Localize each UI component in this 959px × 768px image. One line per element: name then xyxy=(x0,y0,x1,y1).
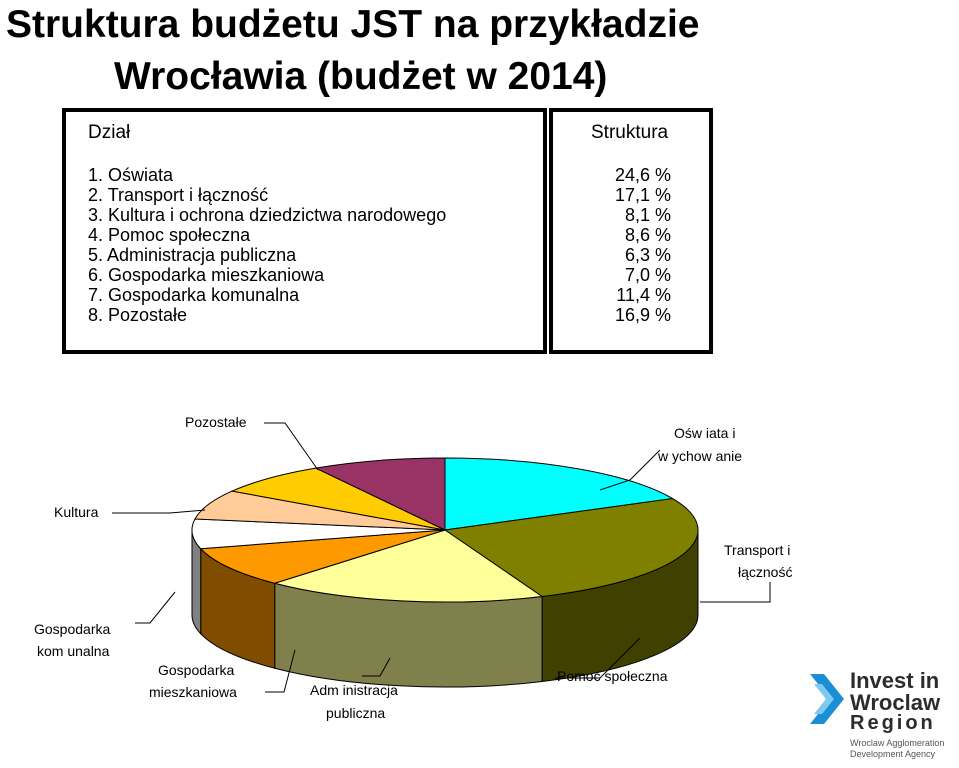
title-line-1: Struktura budżetu JST na przykładzie xyxy=(6,3,700,46)
table-row-value: 8,1 % xyxy=(624,205,671,225)
label-gosp-kom-2: kom unalna xyxy=(37,643,110,659)
pie-top xyxy=(191,457,699,603)
label-admin-2: publiczna xyxy=(326,705,385,721)
logo-sub-1: Wroclaw Agglomeration xyxy=(850,738,945,748)
logo-arrow-icon xyxy=(810,674,844,724)
table-row-name: 1. Oświata xyxy=(88,165,174,185)
logo-line-3: Region xyxy=(850,712,936,734)
table-row-value: 17,1 % xyxy=(614,185,671,205)
callout-line-transport xyxy=(700,582,771,603)
pie-labels: Pozostałe Ośw iata i w ychow anie Kultur… xyxy=(34,414,792,721)
label-kultura: Kultura xyxy=(54,504,99,520)
label-transport-2: łączność xyxy=(738,564,792,580)
callout-line-kultura xyxy=(112,509,206,514)
pie-slice xyxy=(443,498,699,598)
table-row-name: 2. Transport i łączność xyxy=(88,185,269,205)
column-header-dzial: Dział xyxy=(88,122,131,143)
table-row-value: 7,0 % xyxy=(624,265,671,285)
pie-callouts xyxy=(112,422,771,693)
callout-line-gosp-mieszk xyxy=(265,649,296,693)
table-row-name: 3. Kultura i ochrona dziedzictwa narodow… xyxy=(88,205,447,225)
table-row-name: 5. Administracja publiczna xyxy=(88,245,297,265)
logo-line-1: Invest in xyxy=(850,668,940,693)
label-pozostale: Pozostałe xyxy=(185,414,247,430)
table-row-name: 4. Pomoc społeczna xyxy=(88,225,251,245)
label-admin-1: Adm inistracja xyxy=(310,682,398,698)
callout-line-pozostale xyxy=(264,422,319,471)
callout-line-pomoc xyxy=(555,637,641,679)
table-row-value: 11,4 % xyxy=(616,285,671,305)
pie-chart-svg: Pozostałe Ośw iata i w ychow anie Kultur… xyxy=(34,414,792,721)
table-row-name: 6. Gospodarka mieszkaniowa xyxy=(88,265,325,285)
table-left-box: Dział 1. Oświata 2. Transport i łączność… xyxy=(62,108,547,354)
table-row-value: 24,6 % xyxy=(614,165,671,185)
logo-line-2: Wroclaw xyxy=(850,690,941,715)
label-oswiata-1: Ośw iata i xyxy=(674,425,735,441)
table-row-value: 16,9 % xyxy=(614,305,671,325)
label-gosp-mieszk-2: mieszkaniowa xyxy=(149,684,237,700)
pie-slice xyxy=(314,457,446,531)
invest-in-wroclaw-logo: Invest in Wroclaw Region Wroclaw Agglome… xyxy=(808,668,958,763)
table-row-value: 6,3 % xyxy=(624,245,671,265)
label-pomoc: Pomoc społeczna xyxy=(557,668,668,684)
callout-line-gosp-kom xyxy=(135,591,176,624)
pie-slice xyxy=(444,457,675,531)
table-right-box: Struktura 24,6 % 17,1 % 8,1 % 8,6 % 6,3 … xyxy=(549,108,713,354)
callout-line-oswiata xyxy=(599,449,661,491)
label-transport-1: Transport i xyxy=(724,542,790,558)
callout-line-admin xyxy=(362,657,391,677)
label-gosp-mieszk-1: Gospodarka xyxy=(158,662,234,678)
pie-slice xyxy=(272,529,544,603)
table-row-value: 8,6 % xyxy=(624,225,671,245)
label-oswiata-2: w ychow anie xyxy=(657,448,742,464)
table-row-name: 8. Pozostałe xyxy=(88,305,188,325)
table-row-name: 7. Gospodarka komunalna xyxy=(88,285,300,305)
logo-sub-2: Development Agency xyxy=(850,749,936,759)
pie-chart: Pozostałe Ośw iata i w ychow anie Kultur… xyxy=(0,370,959,763)
pie-slice xyxy=(230,467,446,531)
column-header-struktura: Struktura xyxy=(591,122,669,143)
title-line-2: Wrocławia (budżet w 2014) xyxy=(114,55,608,98)
pie-slice xyxy=(199,529,446,584)
label-gosp-kom-1: Gospodarka xyxy=(34,621,110,637)
